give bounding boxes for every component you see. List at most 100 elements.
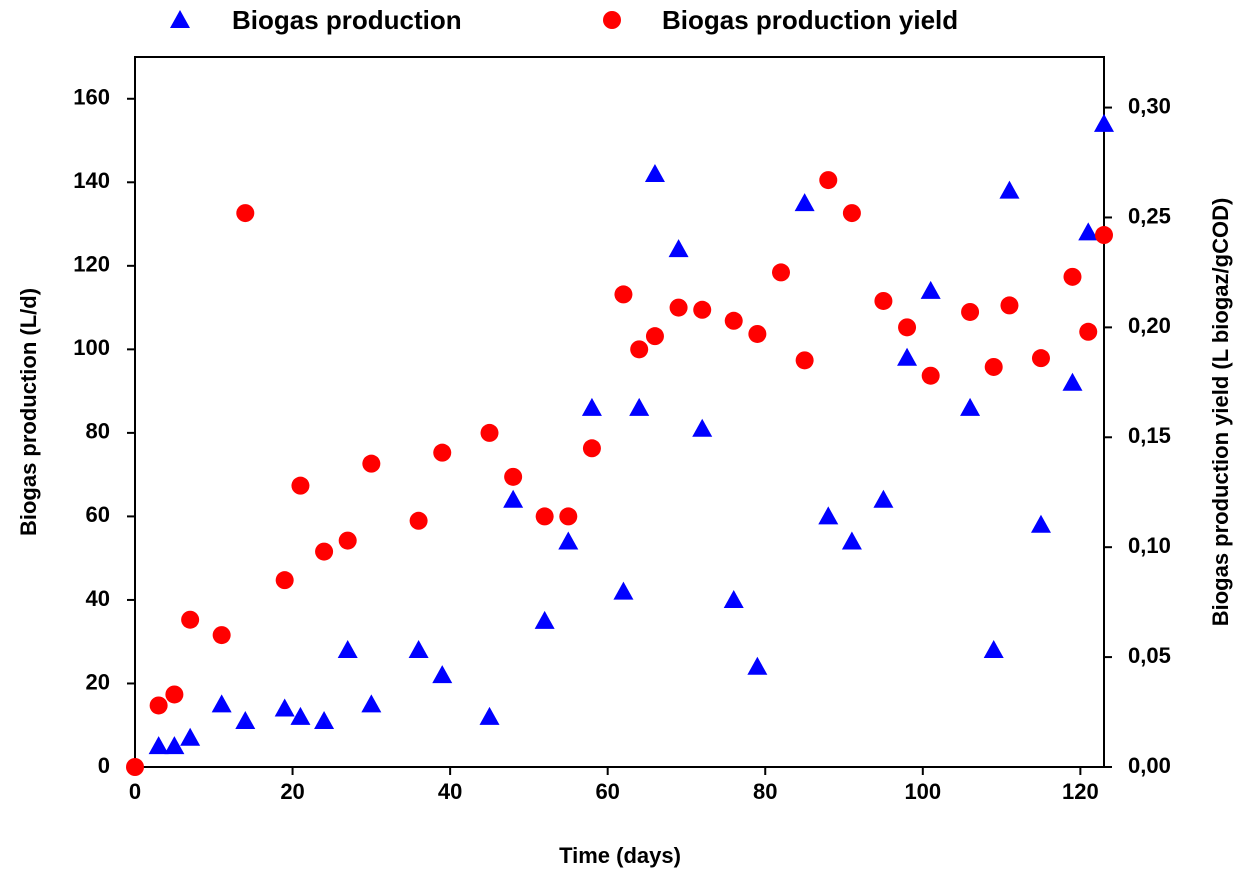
- x-tick-label: 40: [438, 779, 462, 804]
- y-tick-label: 80: [86, 419, 110, 444]
- y2-tick-label: 0,05: [1128, 643, 1171, 668]
- y-tick-label: 40: [86, 586, 110, 611]
- y-tick-label: 160: [73, 85, 110, 110]
- legend-marker: [603, 11, 621, 29]
- y-axis-title: Biogas production (L/d): [16, 288, 41, 536]
- point: [558, 531, 579, 550]
- point: [645, 327, 664, 346]
- point: [614, 285, 633, 304]
- point: [338, 531, 357, 550]
- point: [235, 711, 256, 730]
- point: [503, 489, 524, 508]
- plot-frame: [134, 56, 1105, 768]
- y2-tick-label: 0,10: [1128, 533, 1171, 558]
- point: [581, 397, 602, 416]
- point: [897, 347, 918, 366]
- point: [126, 758, 144, 776]
- x-tick-label: 20: [280, 779, 304, 804]
- point: [841, 531, 862, 550]
- y-tick-label: 60: [86, 502, 110, 527]
- y-tick-label: 140: [73, 168, 110, 193]
- legend-marker: [170, 10, 190, 28]
- point: [408, 640, 429, 659]
- point: [874, 291, 893, 310]
- point: [504, 467, 523, 486]
- point: [275, 571, 294, 590]
- point: [692, 418, 713, 437]
- point: [819, 171, 838, 190]
- x-tick-label: 120: [1062, 779, 1099, 804]
- point: [337, 640, 358, 659]
- point: [748, 324, 767, 343]
- point: [772, 263, 790, 282]
- point: [314, 711, 335, 730]
- point: [212, 626, 231, 645]
- point: [873, 489, 894, 508]
- point: [629, 397, 650, 416]
- point: [1063, 267, 1082, 286]
- point: [291, 476, 310, 495]
- y-tick-label: 100: [73, 335, 110, 360]
- point: [149, 696, 168, 715]
- y2-tick-label: 0,15: [1128, 423, 1171, 448]
- point: [362, 454, 381, 473]
- point: [999, 180, 1020, 199]
- point: [315, 542, 334, 561]
- point: [693, 300, 712, 319]
- point: [630, 340, 649, 359]
- point: [795, 351, 814, 370]
- point: [960, 397, 981, 416]
- x-tick-label: 80: [753, 779, 777, 804]
- y-tick-label: 20: [86, 669, 110, 694]
- point: [1094, 113, 1114, 132]
- point: [613, 581, 634, 600]
- point: [148, 736, 169, 755]
- point: [236, 204, 255, 223]
- point: [1095, 226, 1113, 245]
- point: [818, 506, 839, 525]
- point: [1031, 349, 1050, 368]
- point: [1079, 322, 1098, 341]
- legend-label: Biogas production yield: [662, 5, 958, 35]
- point: [984, 357, 1003, 376]
- point: [479, 706, 500, 725]
- point: [842, 204, 861, 223]
- point: [181, 610, 200, 629]
- point: [668, 239, 689, 258]
- point: [723, 589, 744, 608]
- point: [1062, 372, 1083, 391]
- x-tick-label: 0: [129, 779, 141, 804]
- y2-axis-title: Biogas production yield (L biogaz/gCOD): [1208, 198, 1233, 627]
- x-tick-label: 60: [595, 779, 619, 804]
- point: [535, 507, 554, 526]
- y2-tick-label: 0,30: [1128, 93, 1171, 118]
- point: [920, 280, 941, 299]
- point: [409, 511, 428, 530]
- point: [180, 727, 201, 746]
- point: [1078, 222, 1099, 241]
- point: [164, 736, 185, 755]
- point: [582, 439, 601, 458]
- point: [290, 706, 311, 725]
- point: [747, 656, 768, 675]
- point: [274, 698, 295, 717]
- y2-tick-label: 0,00: [1128, 753, 1171, 778]
- point: [211, 694, 232, 713]
- point: [559, 507, 578, 526]
- point: [361, 694, 382, 713]
- point: [534, 610, 555, 629]
- point: [644, 163, 665, 182]
- x-tick-label: 100: [904, 779, 941, 804]
- point: [165, 685, 184, 704]
- point: [669, 298, 688, 317]
- point: [480, 423, 499, 442]
- legend-label: Biogas production: [232, 5, 462, 35]
- point: [1030, 514, 1051, 533]
- point: [1000, 296, 1019, 315]
- y-tick-label: 120: [73, 252, 110, 277]
- y2-tick-label: 0,25: [1128, 203, 1171, 228]
- point: [794, 193, 815, 212]
- point: [898, 318, 917, 337]
- y-tick-label: 0: [98, 753, 110, 778]
